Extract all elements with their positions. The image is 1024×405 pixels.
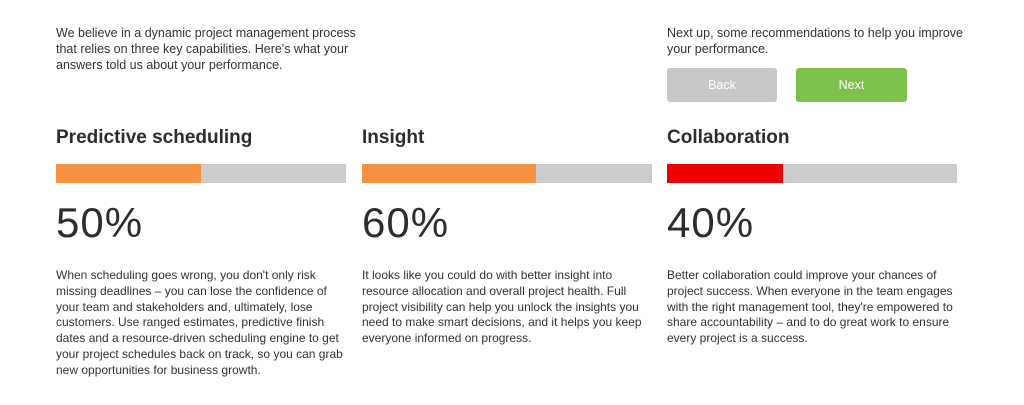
score-percent: 50% (56, 199, 144, 246)
capability-collaboration: Collaboration 40% Better collaboration c… (667, 126, 957, 347)
next-button[interactable]: Next (796, 68, 907, 102)
capability-description: When scheduling goes wrong, you don't on… (56, 268, 343, 377)
score-percent: 40% (667, 199, 755, 246)
capability-title: Insight (362, 127, 425, 148)
intro-text: We believe in a dynamic project manageme… (56, 26, 356, 72)
next-up-text: Next up, some recommendations to help yo… (667, 26, 963, 56)
score-bar-fill (362, 164, 536, 183)
capability-description: It looks like you could do with better i… (362, 268, 642, 346)
capability-insight: Insight 60% It looks like you could do w… (362, 126, 652, 347)
score-bar-fill (667, 164, 783, 183)
score-bar (362, 164, 652, 183)
score-bar (667, 164, 957, 183)
capability-title: Collaboration (667, 127, 790, 148)
capability-title: Predictive scheduling (56, 127, 253, 148)
capability-description: Better collaboration could improve your … (667, 268, 953, 346)
score-bar (56, 164, 346, 183)
score-percent: 60% (362, 199, 450, 246)
capability-predictive-scheduling: Predictive scheduling 50% When schedulin… (56, 126, 346, 379)
score-bar-fill (56, 164, 201, 183)
back-button[interactable]: Back (667, 68, 777, 102)
